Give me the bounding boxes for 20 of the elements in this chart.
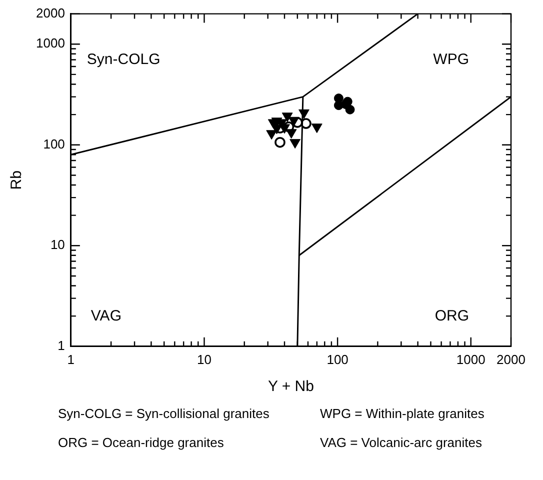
annotation: VAG xyxy=(90,308,122,325)
x-tick-label: 1 xyxy=(67,352,75,367)
text: ORG = Ocean-ridge granites xyxy=(58,435,225,450)
text: Syn-COLG = Syn-collisional granites xyxy=(58,406,270,421)
annotation: ORG xyxy=(434,308,469,325)
x-axis-title: Y + Nb xyxy=(268,378,314,396)
y-tick-label: 10 xyxy=(50,237,65,252)
x-tick-label: 10 xyxy=(197,352,212,367)
annotation: WPG xyxy=(433,50,469,68)
y-axis-title: Rb xyxy=(8,170,26,190)
x-tick-label: 2000 xyxy=(496,352,526,367)
annotation: Syn-COLG xyxy=(86,50,160,68)
text: VAG = Volcanic-arc granites xyxy=(320,435,483,450)
x-tick-label: 1000 xyxy=(456,352,486,367)
y-tick-label: 1 xyxy=(58,338,65,353)
text: WPG = Within-plate granites xyxy=(320,406,486,421)
x-tick-label: 100 xyxy=(326,352,348,367)
y-tick-label: 2000 xyxy=(36,5,65,20)
y-tick-label: 100 xyxy=(43,136,65,152)
y-tick-label: 1000 xyxy=(36,36,65,51)
